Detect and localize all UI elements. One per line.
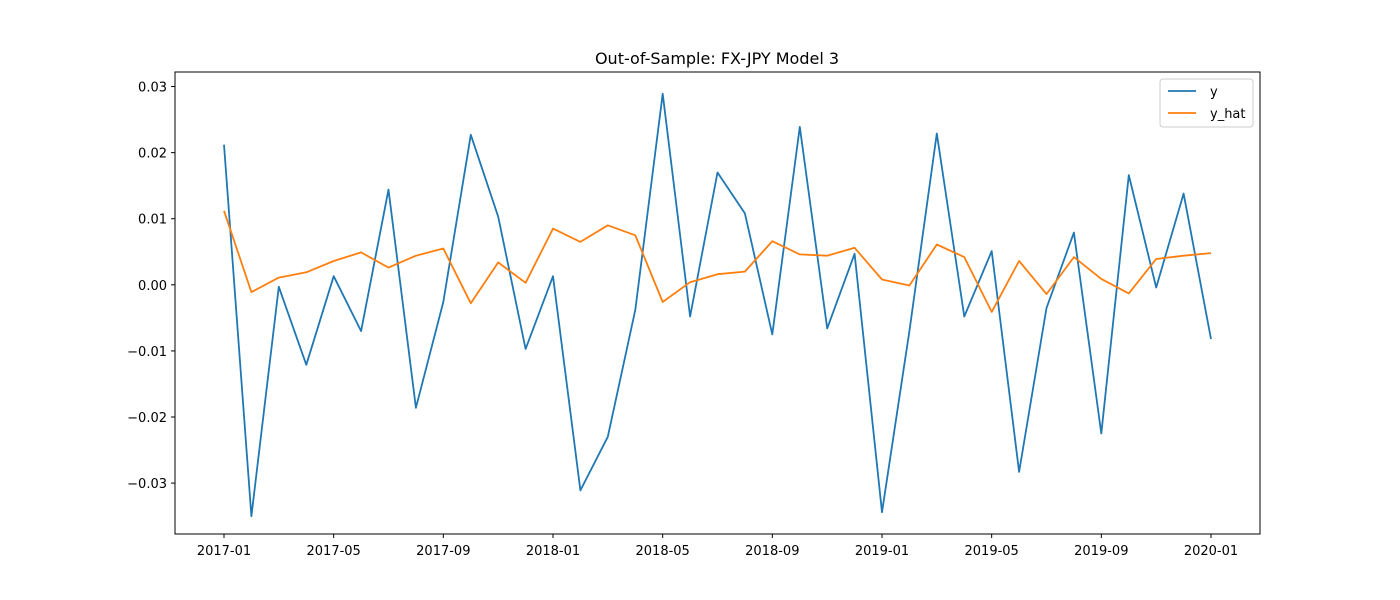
- y-axis: −0.03 −0.02 −0.01 0.00 0.01 0.02 0.03: [127, 81, 175, 492]
- x-tick-label: 2017-05: [307, 544, 361, 559]
- y-tick-label: −0.02: [127, 411, 167, 426]
- x-axis: 2017-01 2017-05 2017-09 2018-01 2018-05 2018-…: [197, 534, 1238, 559]
- x-tick-label: 2019-05: [965, 544, 1019, 559]
- plot-area: [223, 92, 1212, 518]
- x-tick-label: 2020-01: [1184, 544, 1238, 559]
- x-tick-label: 2017-01: [197, 544, 251, 559]
- chart-title: Out-of-Sample: FX-JPY Model 3: [595, 49, 839, 68]
- x-tick-label: 2019-01: [855, 544, 909, 559]
- x-tick-label: 2018-09: [745, 544, 799, 559]
- legend: y y_hat: [1159, 78, 1254, 128]
- y-tick-label: 0.03: [138, 81, 167, 96]
- legend-label: y: [1210, 85, 1218, 100]
- x-tick-label: 2017-09: [416, 544, 470, 559]
- plot-frame: [174, 71, 1261, 535]
- x-tick-label: 2018-01: [526, 544, 580, 559]
- y-tick-label: −0.01: [127, 345, 167, 360]
- y-tick-label: 0.02: [138, 147, 167, 162]
- x-tick-label: 2018-05: [636, 544, 690, 559]
- legend-label: y_hat: [1210, 107, 1246, 122]
- y-tick-label: −0.03: [127, 477, 167, 492]
- series-line-y-hat: [223, 210, 1212, 313]
- x-tick-label: 2019-09: [1074, 544, 1128, 559]
- y-tick-label: 0.01: [138, 213, 167, 228]
- series-line-y: [223, 92, 1212, 518]
- y-tick-label: 0.00: [138, 279, 167, 294]
